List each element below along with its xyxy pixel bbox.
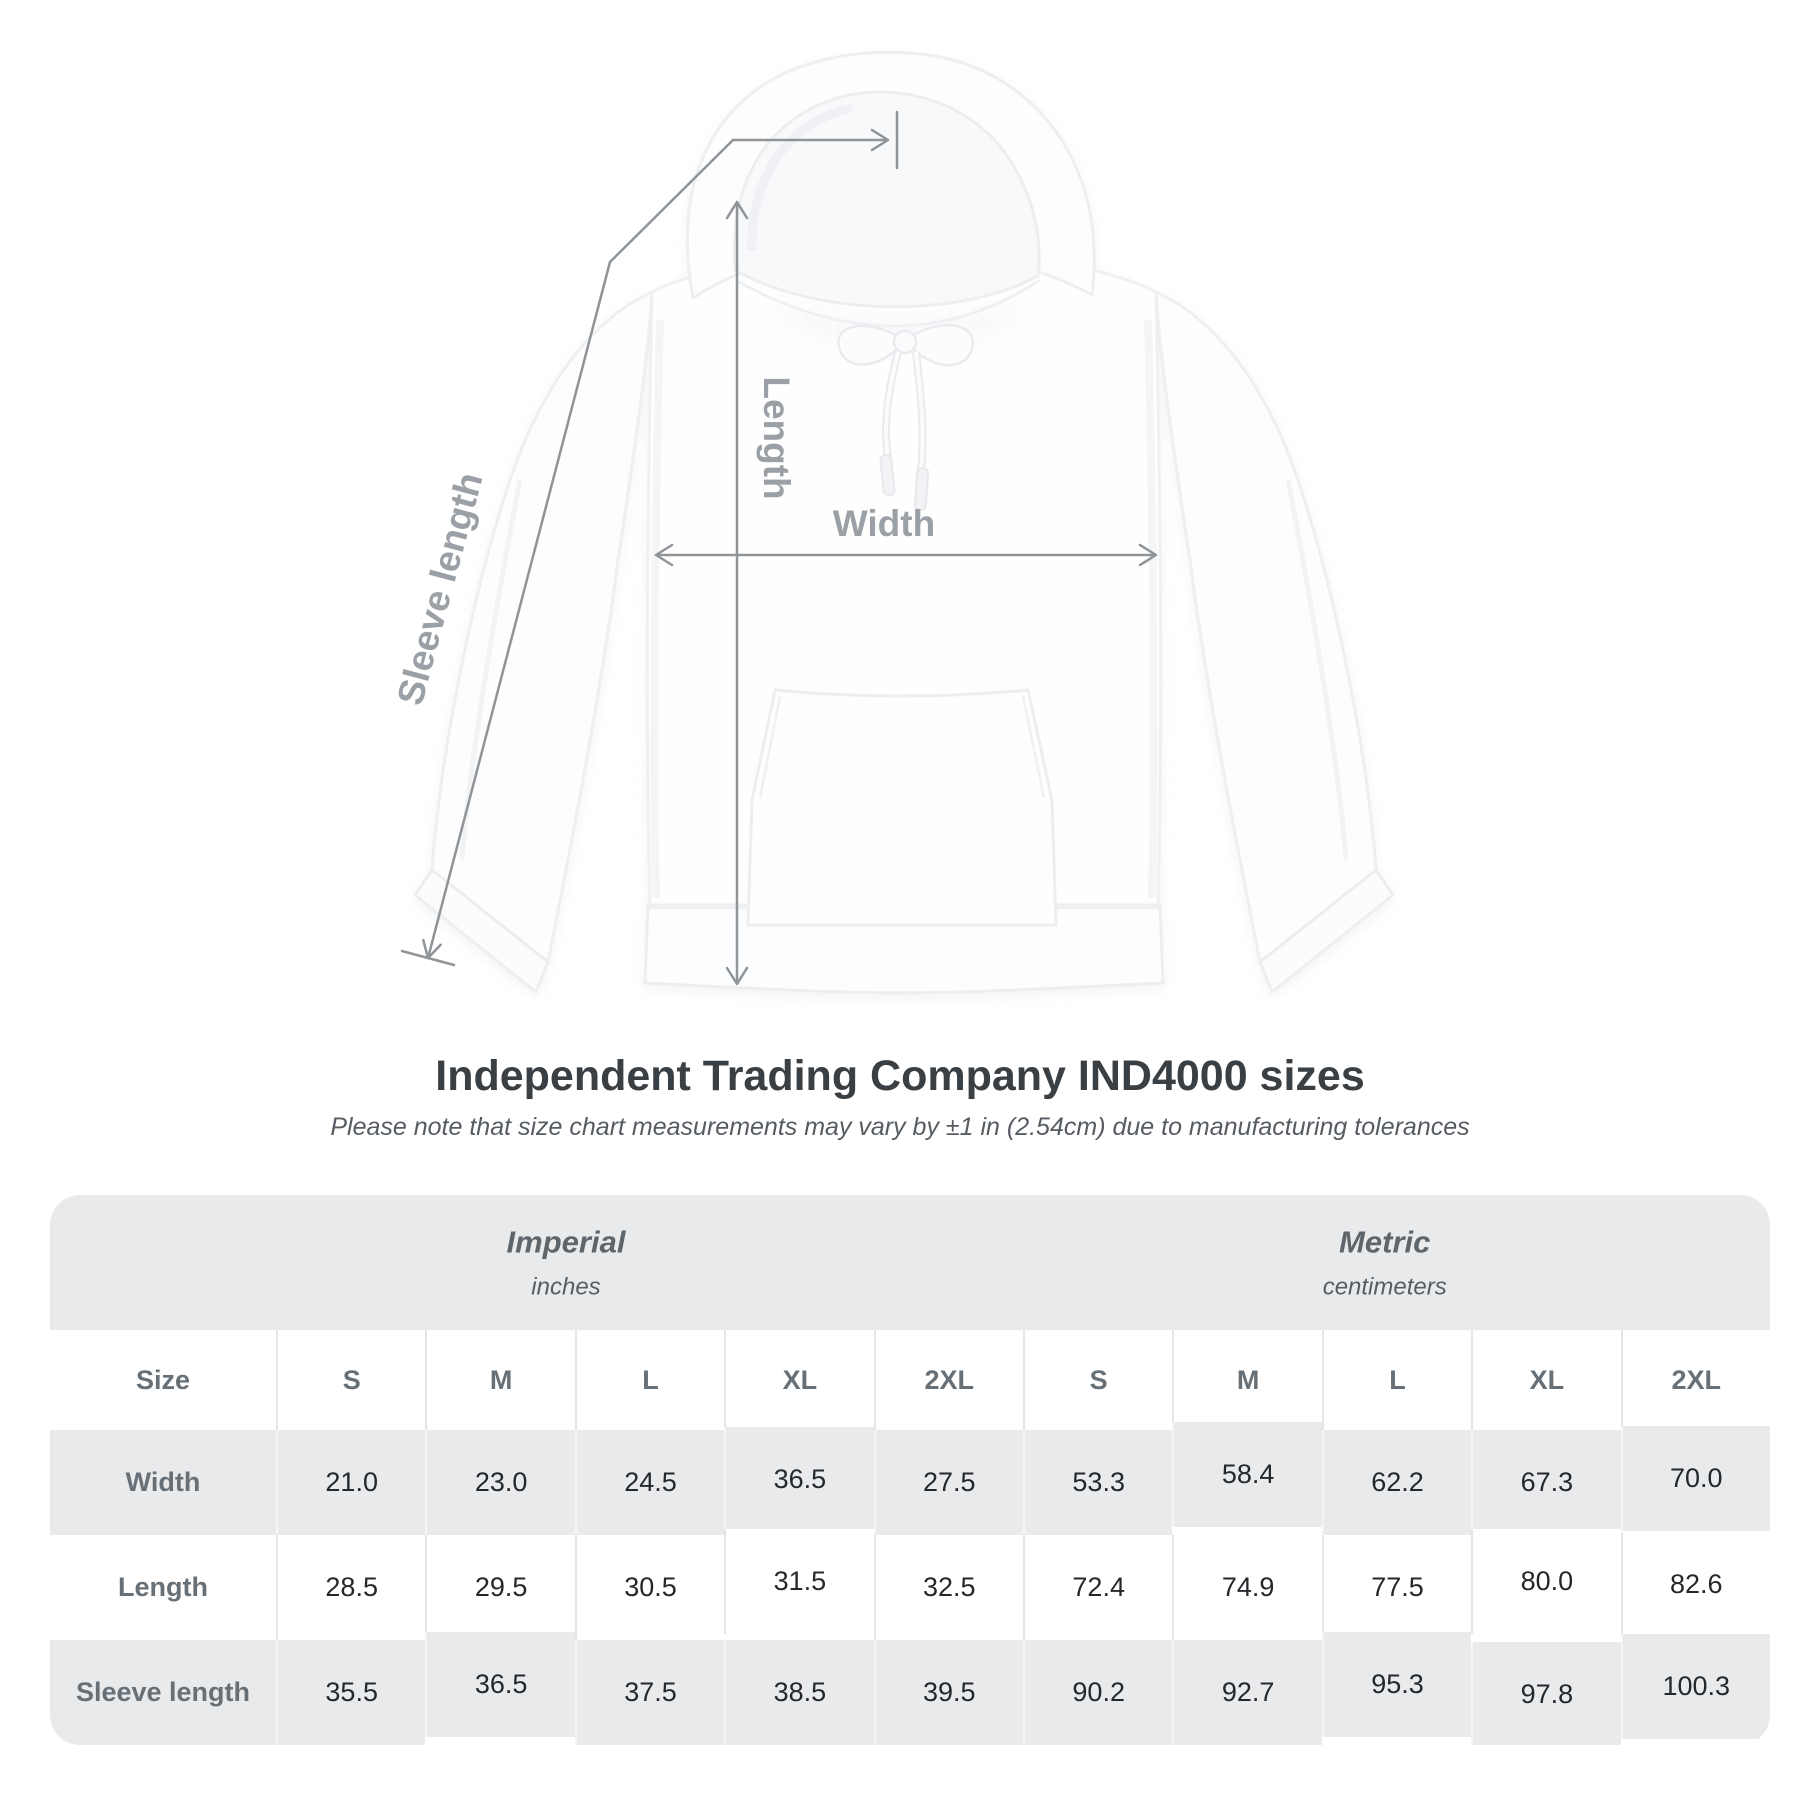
page-title: Independent Trading Company IND4000 size… [435,1052,1365,1100]
imperial-label: Imperial [506,1224,626,1259]
unit-group-band: Imperial inches Metric centimeters [50,1195,1770,1330]
sleeve-imperial-m: 36.5 [425,1632,575,1737]
size-header-imperial-m: M [425,1330,575,1430]
width-label: Width [833,503,935,544]
width-imperial-2xl: 27.5 [873,1430,1023,1535]
size-header-imperial-2xl: 2XL [873,1330,1023,1430]
length-metric-m: 74.9 [1172,1535,1322,1640]
width-metric-l: 62.2 [1321,1430,1472,1535]
sleeve-imperial-s: 35.5 [276,1640,426,1745]
width-metric-s: 53.3 [1022,1430,1173,1535]
width-imperial-l: 24.5 [574,1430,725,1535]
width-imperial-s: 21.0 [276,1430,426,1535]
right-cuff [1258,867,1396,995]
length-imperial-2xl: 32.5 [873,1535,1023,1640]
row-label-width: Width [50,1430,276,1535]
hood-opening [732,90,1041,309]
length-arrow [725,200,749,986]
sleeve-imperial-2xl: 39.5 [873,1640,1023,1745]
length-imperial-xl: 31.5 [724,1529,874,1634]
width-metric-m: 58.4 [1172,1422,1322,1527]
size-column-header: Size [50,1330,276,1430]
hoodie-illustration [412,50,1396,995]
size-header-metric-m: M [1172,1330,1322,1430]
row-label-sleeve-length: Sleeve length [50,1640,276,1745]
tolerance-note: Please note that size chart measurements… [330,1113,1470,1141]
sleeve-metric-m: 92.7 [1172,1640,1322,1745]
left-cuff [412,867,550,995]
sleeve-metric-2xl: 100.3 [1620,1634,1770,1739]
length-imperial-m: 29.5 [425,1535,575,1640]
drawstring-bow [837,323,975,512]
sleeve-imperial-l: 37.5 [574,1640,725,1745]
size-grid: Size S M L XL 2XL S M L XL 2XL Width 21.… [50,1330,1770,1745]
metric-label: Metric [1339,1224,1431,1259]
sleeve-metric-s: 90.2 [1022,1640,1173,1745]
width-imperial-xl: 36.5 [724,1427,874,1532]
hoodie-measurement-diagram: Sleeve length Length Width [389,50,1396,998]
width-metric-xl: 67.3 [1471,1430,1621,1535]
size-header-imperial-xl: XL [724,1330,874,1430]
width-metric-2xl: 70.0 [1620,1426,1770,1531]
sleeve-metric-l: 95.3 [1321,1632,1472,1737]
length-imperial-l: 30.5 [574,1535,725,1640]
imperial-unit: inches [531,1273,601,1300]
size-header-metric-s: S [1022,1330,1173,1430]
size-header-metric-2xl: 2XL [1620,1330,1770,1430]
right-sleeve [1154,289,1378,965]
size-header-metric-xl: XL [1471,1330,1621,1430]
metric-group-header: Metric centimeters [1323,1224,1447,1301]
length-label: Length [756,376,797,499]
left-sleeve [430,289,654,965]
size-header-metric-l: L [1321,1330,1472,1430]
hem-band [643,903,1165,995]
size-table: Imperial inches Metric centimeters Size … [50,1195,1770,1745]
metric-unit: centimeters [1322,1273,1447,1300]
kangaroo-pocket [746,688,1058,927]
width-arrow [654,543,1158,567]
length-metric-2xl: 82.6 [1620,1532,1770,1637]
width-imperial-m: 23.0 [425,1430,575,1535]
length-metric-xl: 80.0 [1471,1529,1621,1634]
length-metric-s: 72.4 [1022,1535,1173,1640]
sleeve-metric-xl: 97.8 [1471,1642,1621,1745]
sleeve-length-arrow [400,260,612,967]
length-metric-l: 77.5 [1321,1535,1472,1640]
size-header-imperial-l: L [574,1330,725,1430]
row-label-length: Length [50,1535,276,1640]
imperial-group-header: Imperial inches [507,1224,626,1301]
hood-width-arrow [608,110,899,264]
size-header-imperial-s: S [276,1330,426,1430]
length-imperial-s: 28.5 [276,1535,426,1640]
sleeve-imperial-xl: 38.5 [724,1640,874,1745]
title-block: Independent Trading Company IND4000 size… [0,1052,1800,1142]
